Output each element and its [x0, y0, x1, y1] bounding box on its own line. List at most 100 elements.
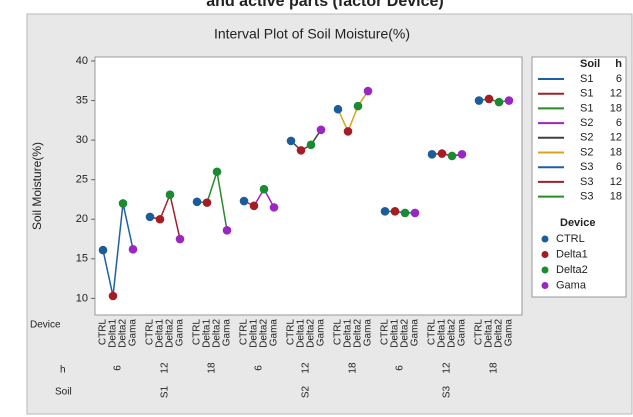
point [504, 96, 514, 105]
series-line [196, 171, 228, 231]
series-line [149, 192, 181, 240]
series-line [337, 90, 369, 134]
y-tick-label: 30 [76, 134, 88, 146]
chart-title: Interval Plot of Soil Moisture(%) [214, 26, 410, 42]
x-tick-label: Delta2 [400, 319, 411, 348]
x-tick-label: Delta1 [390, 319, 401, 348]
point [128, 245, 138, 254]
legend-title: Device [560, 217, 595, 229]
point [363, 86, 373, 96]
point [316, 125, 326, 135]
legend-label: S2 [580, 117, 593, 129]
x-group-label: 6 [395, 365, 406, 371]
x-tick-label: Delta2 [165, 319, 176, 348]
legend [531, 56, 627, 298]
point [353, 101, 363, 111]
x-tick-label: Delta1 [484, 319, 495, 348]
series-line [290, 129, 322, 152]
x-tick-label: Delta1 [202, 319, 213, 348]
x-soil-label: S1 [160, 385, 171, 398]
legend-label: 18 [610, 102, 622, 114]
legend-marker [541, 282, 549, 289]
legend-marker [541, 235, 549, 243]
x-group-label: 12 [442, 362, 453, 374]
y-tick-label: 20 [76, 213, 88, 225]
point [222, 226, 232, 235]
point [447, 151, 457, 161]
x-tick-label: Gama [410, 319, 421, 347]
x-tick-label: Delta2 [353, 319, 364, 348]
x-tick-label: CTRL [239, 319, 250, 346]
point [269, 203, 279, 212]
legend-label: Delta1 [556, 248, 588, 260]
point [400, 208, 410, 218]
x-tick-label: Delta2 [212, 319, 223, 348]
legend-label: 18 [610, 191, 622, 203]
point [380, 207, 390, 216]
legend-label: Delta2 [556, 264, 588, 276]
point [175, 234, 185, 244]
legend-label: S3 [580, 161, 593, 173]
x-tick-label: Gama [316, 319, 327, 347]
point [212, 167, 222, 177]
point [286, 136, 296, 146]
point [202, 198, 212, 207]
y-tick-label: 25 [76, 174, 88, 186]
x-soil-label: S2 [301, 385, 312, 398]
legend-label: S1 [580, 73, 593, 85]
legend-label: 18 [610, 146, 622, 158]
x-tick-label: CTRL [333, 319, 344, 346]
point [155, 214, 165, 224]
x-tick-label: Delta1 [249, 319, 260, 348]
x-row-label: Soil [55, 387, 72, 398]
legend-label: S2 [580, 132, 593, 144]
legend-label: S1 [580, 102, 593, 114]
y-axis-label: Soil Moisture(%) [30, 142, 44, 230]
plot-area [94, 56, 523, 316]
y-tick-label: 35 [76, 94, 88, 106]
x-tick-label: CTRL [427, 319, 438, 346]
legend-label: 12 [610, 132, 622, 144]
point [390, 207, 400, 216]
point [474, 96, 484, 105]
x-tick-label: Delta1 [343, 319, 354, 348]
legend-marker [541, 266, 549, 274]
x-tick-label: Delta1 [296, 319, 307, 348]
point [118, 199, 128, 208]
x-tick-label: CTRL [192, 319, 203, 346]
x-tick-label: Gama [457, 319, 468, 347]
series-line [478, 98, 510, 103]
legend-label: S1 [580, 88, 593, 100]
point [484, 94, 494, 104]
legend-label: CTRL [556, 233, 585, 245]
series-line [243, 187, 275, 208]
legend-label: Gama [556, 279, 587, 291]
y-tick-label: 15 [76, 253, 88, 265]
x-row-label: Device [30, 320, 61, 331]
legend-label: 12 [610, 176, 622, 188]
point [165, 190, 175, 200]
x-group-label: 18 [207, 362, 218, 374]
x-tick-label: CTRL [286, 319, 297, 346]
point [333, 104, 343, 114]
point [239, 196, 249, 206]
legend-label: S2 [580, 146, 593, 158]
point [437, 149, 447, 158]
x-tick-label: Delta2 [494, 319, 505, 348]
x-tick-label: Gama [269, 319, 280, 347]
x-tick-label: CTRL [474, 319, 485, 346]
y-tick-label: 10 [76, 292, 88, 304]
x-tick-label: Delta2 [118, 319, 129, 348]
x-tick-label: Gama [175, 319, 186, 347]
x-tick-label: Delta1 [155, 319, 166, 348]
legend-header: h [615, 58, 622, 70]
point [410, 208, 420, 218]
point [108, 291, 118, 301]
point [427, 150, 437, 159]
x-group-label: 12 [160, 362, 171, 374]
legend-marker [541, 251, 549, 258]
point [494, 97, 504, 107]
point [249, 201, 259, 211]
